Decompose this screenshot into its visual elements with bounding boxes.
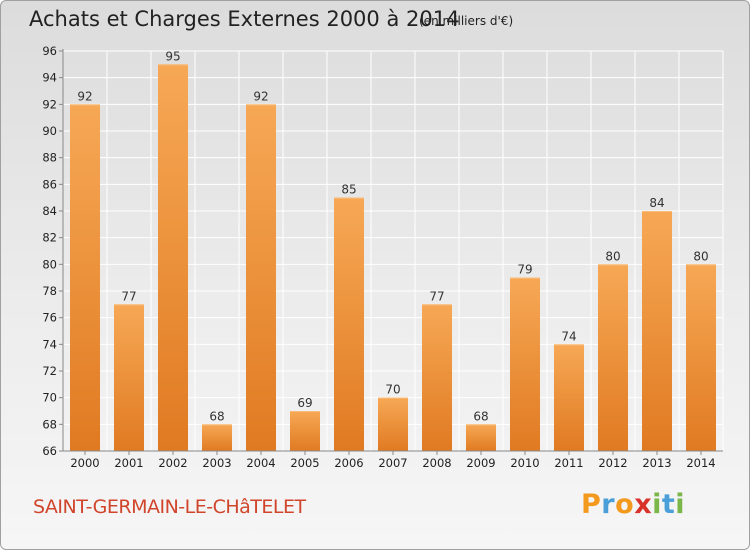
y-tick-label: 74 xyxy=(42,337,57,351)
data-label: 80 xyxy=(693,249,708,263)
x-tick-label: 2004 xyxy=(246,456,275,470)
y-tick-label: 80 xyxy=(42,257,57,271)
x-tick-label: 2010 xyxy=(510,456,539,470)
chart-title: Achats et Charges Externes 2000 à 2014 xyxy=(29,7,460,31)
data-label: 68 xyxy=(473,409,488,423)
bar-2011 xyxy=(554,344,584,451)
y-tick-label: 84 xyxy=(42,204,57,218)
data-label: 92 xyxy=(253,89,268,103)
x-tick-label: 2006 xyxy=(334,456,363,470)
data-label: 84 xyxy=(649,196,664,210)
bar-2005 xyxy=(290,411,320,451)
y-tick-label: 76 xyxy=(42,311,57,325)
data-label: 68 xyxy=(209,409,224,423)
bar-2013 xyxy=(642,211,672,451)
bar-2008 xyxy=(422,304,452,451)
bar-2012 xyxy=(598,264,628,451)
bar-2009 xyxy=(466,424,496,451)
bar-2006 xyxy=(334,197,364,451)
y-tick-label: 92 xyxy=(42,97,57,111)
x-tick-label: 2005 xyxy=(290,456,319,470)
data-label: 85 xyxy=(341,183,356,197)
town-name: SAINT-GERMAIN-LE-CHâTELET xyxy=(33,496,306,518)
data-label: 80 xyxy=(605,249,620,263)
y-tick-label: 88 xyxy=(42,151,57,165)
x-tick-label: 2011 xyxy=(554,456,583,470)
x-tick-label: 2002 xyxy=(158,456,187,470)
data-label: 77 xyxy=(429,289,444,303)
x-tick-label: 2008 xyxy=(422,456,451,470)
y-tick-label: 96 xyxy=(42,44,57,58)
y-tick-label: 78 xyxy=(42,284,57,298)
axes xyxy=(59,49,723,455)
data-label: 95 xyxy=(165,49,180,63)
data-label: 74 xyxy=(561,329,576,343)
x-tick-label: 2007 xyxy=(378,456,407,470)
x-tick-label: 2003 xyxy=(202,456,231,470)
bar-2000 xyxy=(70,104,100,451)
bars xyxy=(70,64,716,452)
y-tick-label: 72 xyxy=(42,364,57,378)
bar-2001 xyxy=(114,304,144,451)
x-tick-label: 2000 xyxy=(70,456,99,470)
x-tick-label: 2013 xyxy=(642,456,671,470)
y-tick-label: 66 xyxy=(42,444,57,458)
x-tick-label: 2009 xyxy=(466,456,495,470)
y-tick-label: 82 xyxy=(42,231,57,245)
y-tick-label: 94 xyxy=(42,71,57,85)
bar-2004 xyxy=(246,104,276,451)
bar-2007 xyxy=(378,397,408,451)
x-tick-label: 2001 xyxy=(114,456,143,470)
bar-2014 xyxy=(686,264,716,451)
chart-subtitle: (en milliers d'€) xyxy=(419,14,514,28)
x-tick-label: 2012 xyxy=(598,456,627,470)
y-tick-label: 70 xyxy=(42,391,57,405)
data-label: 77 xyxy=(121,289,136,303)
proxiti-logo: Proxiti xyxy=(581,489,686,520)
data-label: 79 xyxy=(517,263,532,277)
labels: 66 68 70 72 74 76 78 80 82 84 86 88 90 92 94 96 2000 92 20… xyxy=(42,44,715,470)
bar-2002 xyxy=(158,64,188,452)
y-tick-label: 90 xyxy=(42,124,57,138)
data-label: 69 xyxy=(297,396,312,410)
data-label: 70 xyxy=(385,383,400,397)
bar-2003 xyxy=(202,424,232,451)
y-tick-label: 86 xyxy=(42,177,57,191)
y-tick-label: 68 xyxy=(42,417,57,431)
x-tick-label: 2014 xyxy=(686,456,715,470)
data-label: 92 xyxy=(77,89,92,103)
bar-2010 xyxy=(510,277,540,451)
